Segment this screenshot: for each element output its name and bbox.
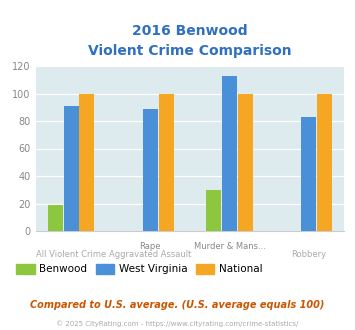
Bar: [301, 117, 316, 231]
Bar: [238, 93, 253, 231]
Bar: [159, 93, 174, 231]
Bar: [143, 109, 158, 231]
Bar: [80, 93, 94, 231]
Bar: [317, 93, 332, 231]
Bar: [64, 106, 79, 231]
Text: All Violent Crime: All Violent Crime: [36, 250, 106, 259]
Title: 2016 Benwood
Violent Crime Comparison: 2016 Benwood Violent Crime Comparison: [88, 24, 292, 58]
Legend: Benwood, West Virginia, National: Benwood, West Virginia, National: [12, 260, 266, 279]
Text: © 2025 CityRating.com - https://www.cityrating.com/crime-statistics/: © 2025 CityRating.com - https://www.city…: [56, 320, 299, 327]
Text: Robbery: Robbery: [291, 250, 326, 259]
Text: Murder & Mans...: Murder & Mans...: [193, 242, 266, 251]
Text: Rape: Rape: [140, 242, 161, 251]
Text: Aggravated Assault: Aggravated Assault: [109, 250, 191, 259]
Bar: [48, 205, 63, 231]
Bar: [206, 190, 221, 231]
Text: Compared to U.S. average. (U.S. average equals 100): Compared to U.S. average. (U.S. average …: [30, 300, 325, 310]
Bar: [222, 76, 237, 231]
